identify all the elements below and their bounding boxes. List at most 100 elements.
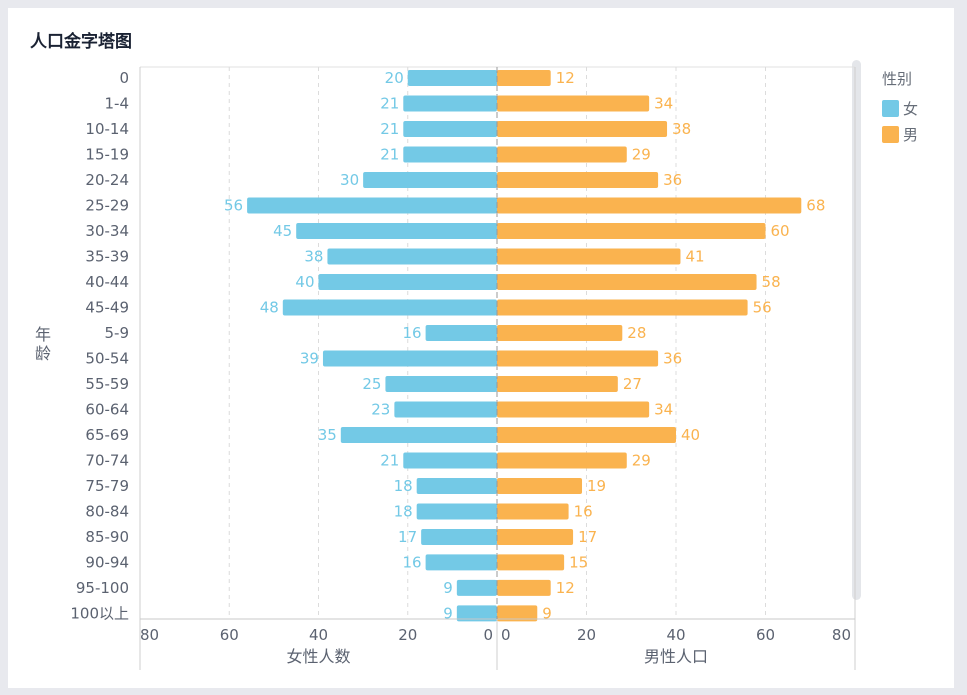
legend-swatch-female [882, 99, 899, 117]
x-tick-right: 0 [501, 626, 511, 644]
x-tick-right: 40 [666, 626, 685, 644]
page-title: 人口金字塔图 [30, 32, 132, 52]
data-label-male: 19 [587, 477, 606, 495]
data-label-female: 35 [318, 426, 337, 444]
data-label-male: 27 [623, 375, 642, 393]
y-axis-title: 年 [35, 325, 51, 344]
legend-title: 性别 [882, 70, 913, 88]
y-tick-label: 100以上 [70, 604, 129, 622]
x-tick-right: 20 [577, 626, 596, 644]
bar-male [497, 70, 551, 86]
legend-item-female[interactable]: 女 [882, 95, 918, 121]
bar-female [403, 95, 497, 112]
bar-male [497, 426, 676, 443]
legend: 性别 女 男 [882, 68, 918, 147]
data-label-female: 45 [273, 222, 292, 240]
y-tick-label: 65-69 [85, 426, 129, 444]
legend-label-female: 女 [903, 99, 919, 118]
bar-female [456, 605, 497, 622]
y-tick-label: 55-59 [85, 375, 129, 393]
data-label-female: 38 [304, 247, 323, 265]
y-tick-label: 40-44 [85, 273, 129, 291]
data-label-female: 25 [362, 375, 381, 393]
bar-female [282, 299, 497, 316]
bar-female [385, 375, 497, 392]
data-label-female: 21 [380, 120, 399, 138]
y-tick-label: 30-34 [85, 222, 129, 240]
bar-female [403, 120, 497, 137]
y-tick-label: 5-9 [105, 324, 130, 342]
bar-male [497, 503, 569, 520]
bar-male [497, 528, 574, 545]
data-label-male: 9 [542, 604, 552, 622]
bar-female [425, 324, 497, 341]
x-tick-left: 80 [140, 626, 159, 644]
bar-female [318, 273, 497, 290]
y-tick-label: 85-90 [85, 528, 129, 546]
y-tick-label: 45-49 [85, 298, 129, 316]
legend-label-male: 男 [903, 125, 919, 144]
x-tick-left: 0 [483, 626, 493, 644]
bar-male [497, 554, 565, 571]
y-tick-label: 15-19 [85, 145, 129, 163]
legend-scrollbar[interactable] [852, 60, 861, 600]
data-label-female: 39 [300, 349, 319, 367]
bar-male [497, 197, 802, 214]
data-label-male: 34 [654, 400, 673, 418]
bar-male [497, 375, 618, 392]
bar-female [421, 528, 497, 545]
bar-female [403, 146, 497, 163]
bar-female [327, 248, 497, 265]
data-label-male: 12 [556, 579, 575, 597]
legend-item-male[interactable]: 男 [882, 121, 918, 147]
bar-female [407, 70, 497, 86]
data-label-female: 21 [380, 145, 399, 163]
data-label-female: 21 [380, 94, 399, 112]
x-axis-title-right: 男性人口 [644, 647, 708, 666]
data-label-male: 17 [578, 528, 597, 546]
data-label-female: 9 [443, 604, 453, 622]
y-tick-label: 75-79 [85, 477, 129, 495]
data-label-male: 36 [663, 349, 682, 367]
bar-male [497, 452, 627, 469]
y-axis-title: 龄 [35, 344, 51, 363]
data-label-female: 18 [394, 477, 413, 495]
bar-female [247, 197, 497, 214]
x-tick-left: 40 [309, 626, 328, 644]
data-label-male: 58 [762, 273, 781, 291]
bar-male [497, 95, 650, 112]
bar-female [322, 350, 497, 367]
data-label-female: 23 [371, 400, 390, 418]
data-label-male: 34 [654, 94, 673, 112]
data-label-female: 17 [398, 528, 417, 546]
x-tick-left: 20 [398, 626, 417, 644]
x-tick-left: 60 [220, 626, 239, 644]
bar-male [497, 477, 583, 494]
data-label-female: 30 [340, 171, 359, 189]
x-axis-title-left: 女性人数 [286, 647, 350, 666]
data-label-male: 60 [771, 222, 790, 240]
y-tick-label: 35-39 [85, 247, 129, 265]
data-label-male: 12 [556, 69, 575, 87]
bar-male [497, 222, 766, 239]
data-label-female: 56 [224, 196, 243, 214]
y-tick-label: 1-4 [105, 94, 130, 112]
bar-female [416, 503, 497, 520]
data-label-female: 16 [403, 553, 422, 571]
data-label-female: 20 [385, 69, 404, 87]
bar-male [497, 401, 650, 418]
bar-female [340, 426, 497, 443]
y-tick-label: 50-54 [85, 349, 129, 367]
y-tick-label: 95-100 [76, 579, 129, 597]
bar-female [394, 401, 497, 418]
data-label-male: 29 [632, 451, 651, 469]
bar-male [497, 605, 538, 622]
y-tick-label: 70-74 [85, 451, 129, 469]
y-tick-label: 60-64 [85, 400, 129, 418]
data-label-female: 48 [260, 298, 279, 316]
bar-female [363, 171, 497, 188]
data-label-male: 36 [663, 171, 682, 189]
bar-female [425, 554, 497, 571]
bar-male [497, 120, 668, 137]
bar-male [497, 248, 681, 265]
